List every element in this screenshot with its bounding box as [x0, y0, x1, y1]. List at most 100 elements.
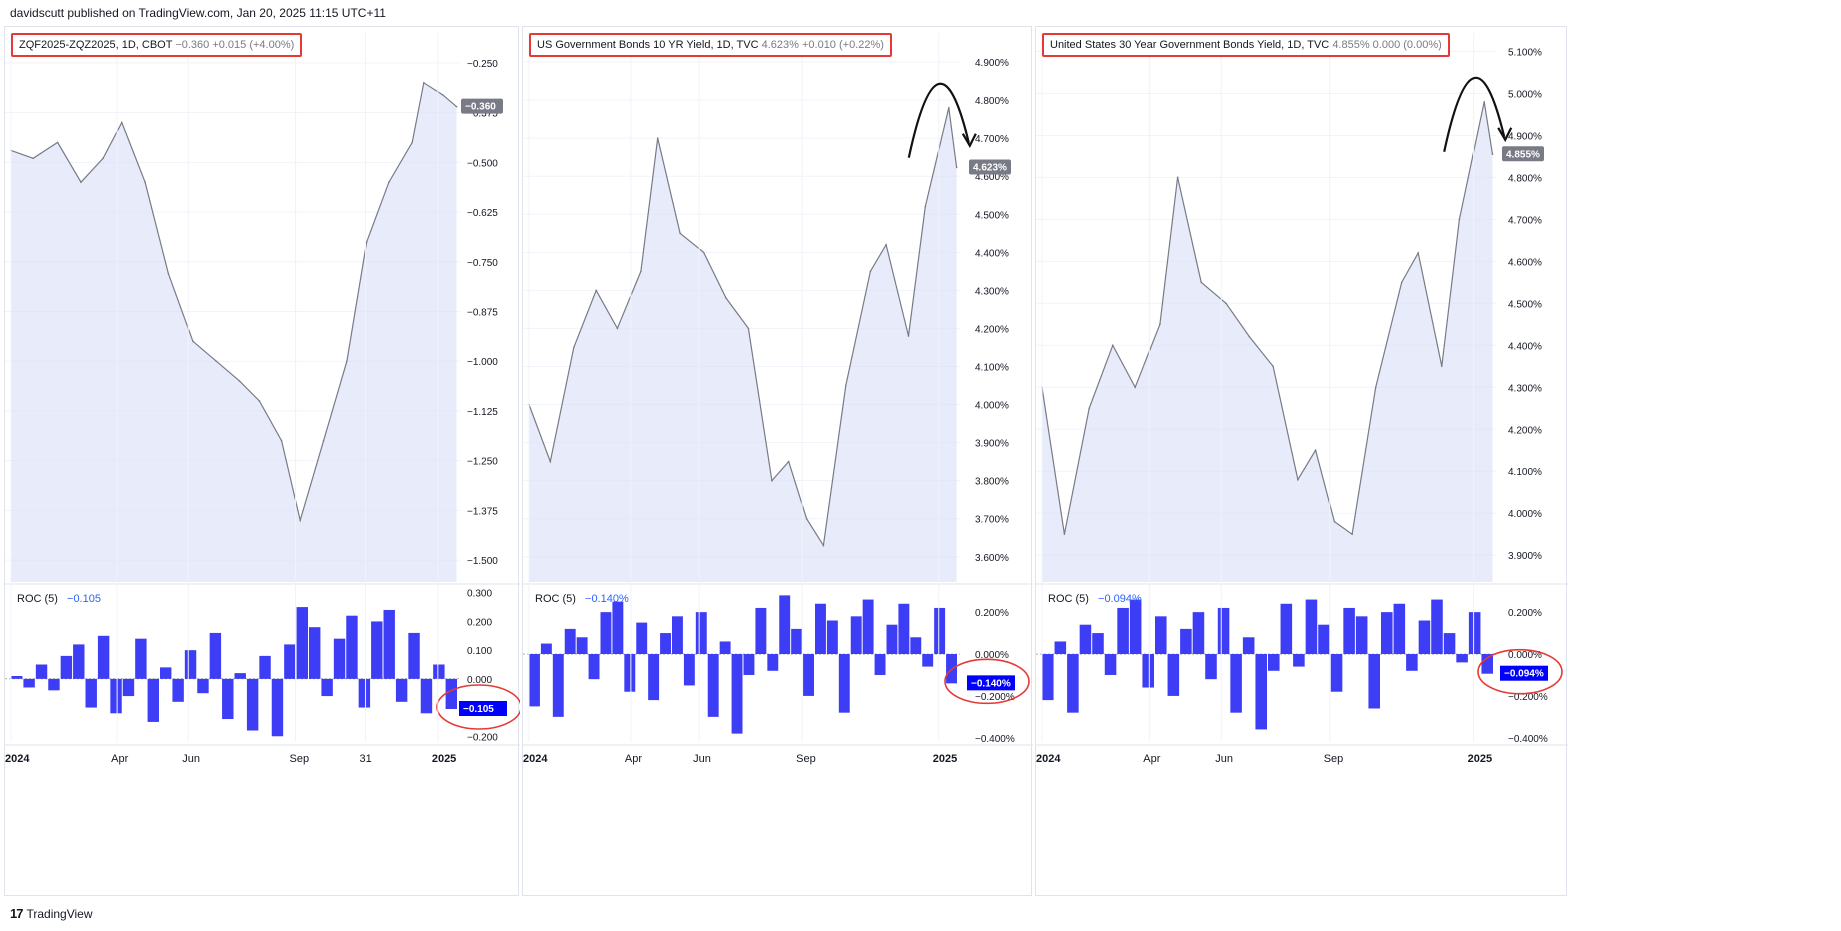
price-point — [656, 137, 659, 139]
roc-bar — [1054, 641, 1067, 655]
price-point — [411, 141, 413, 144]
roc-bar — [184, 650, 197, 679]
y-tick-label: −0.625 — [467, 208, 498, 219]
roc-tick-label: 0.200% — [1508, 608, 1542, 619]
price-point — [907, 335, 910, 337]
roc-bar — [1129, 599, 1142, 655]
roc-legend: ROC (5) −0.094% — [1048, 593, 1142, 605]
price-point — [1400, 281, 1403, 284]
price-point — [885, 243, 887, 246]
roc-bar — [1042, 654, 1054, 701]
symbol-values: 4.623% +0.010 (+0.22%) — [761, 39, 884, 51]
x-tick-label: 2024 — [5, 753, 30, 765]
x-tick-label: 2025 — [933, 753, 957, 765]
roc-bar — [779, 595, 791, 655]
x-tick-label: 2025 — [432, 753, 456, 765]
y-tick-label: 4.700% — [1508, 215, 1542, 226]
price-point — [924, 205, 927, 208]
chart-legend: ZQF2025-ZQZ2025, 1D, CBOT −0.360 +0.015 … — [11, 33, 303, 57]
symbol-title: US Government Bonds 10 YR Yield, 1D, TVC — [537, 39, 759, 51]
peak-arc-annotation — [907, 82, 970, 158]
roc-bar — [433, 664, 445, 679]
y-tick-label: 4.500% — [1508, 299, 1542, 310]
price-point — [80, 181, 82, 184]
y-tick-label: −1.000 — [467, 357, 498, 368]
roc-tick-label: −0.200 — [467, 732, 498, 743]
roc-bar — [767, 654, 779, 671]
price-point — [948, 106, 950, 109]
roc-bar — [1117, 607, 1129, 655]
roc-bar — [910, 637, 922, 655]
roc-bar — [296, 607, 308, 679]
roc-bar — [552, 654, 564, 717]
y-tick-label: 4.600% — [1508, 257, 1542, 268]
x-tick-label: Apr — [111, 753, 128, 765]
chart-panel-2: 4.900% 4.800% 4.700% 4.600% 4.500% 4.400% 4.30… — [522, 26, 1033, 896]
roc-bar — [160, 667, 172, 679]
roc-bar — [358, 678, 371, 708]
roc-bar — [1343, 607, 1355, 655]
price-point — [365, 241, 368, 243]
price-point — [725, 297, 727, 299]
roc-bar — [383, 609, 395, 679]
roc-bar — [540, 643, 552, 655]
roc-last-label — [1500, 665, 1548, 681]
x-tick-label: Apr — [625, 753, 642, 765]
y-tick-label: −1.250 — [467, 457, 498, 468]
price-point — [1088, 407, 1090, 410]
price-point — [1417, 252, 1419, 254]
x-tick-label: 2024 — [523, 753, 548, 765]
price-area — [529, 107, 957, 582]
roc-bar — [23, 678, 35, 688]
roc-bar — [1217, 607, 1230, 655]
price-point — [595, 289, 597, 292]
y-tick-label: −0.875 — [467, 307, 498, 318]
x-tick-label: Jun — [1215, 753, 1233, 765]
roc-bar — [60, 655, 73, 679]
roc-bar — [672, 616, 683, 655]
roc-last-text: −0.105 — [463, 704, 494, 715]
price-point — [1063, 533, 1066, 536]
roc-tick-label: −0.200% — [975, 692, 1015, 703]
roc-bar — [408, 632, 420, 679]
price-point — [1134, 386, 1136, 389]
footer: 17 TradingView — [10, 906, 93, 921]
roc-bar — [1355, 616, 1368, 655]
roc-bar — [1067, 654, 1079, 713]
price-point — [1297, 478, 1299, 481]
price-point — [616, 327, 619, 330]
y-tick-label: 4.900% — [975, 58, 1009, 69]
roc-bar — [1406, 654, 1418, 671]
roc-bar — [886, 624, 898, 655]
price-point — [1314, 449, 1317, 452]
roc-bar — [222, 678, 234, 720]
x-tick-label: Jun — [182, 753, 200, 765]
price-point — [1272, 365, 1274, 368]
roc-bar — [73, 644, 85, 679]
roc-bar — [719, 641, 731, 655]
price-point — [120, 121, 123, 124]
y-tick-label: −0.500 — [467, 158, 498, 169]
roc-bar — [1192, 612, 1205, 655]
last-price-label — [969, 159, 1011, 175]
y-tick-label: 3.800% — [975, 477, 1009, 488]
roc-bar — [683, 654, 695, 686]
roc-bar — [791, 628, 803, 655]
roc-bar — [1443, 633, 1456, 655]
roc-bar — [1092, 633, 1104, 655]
y-tick-label: 3.700% — [975, 515, 1009, 526]
price-point — [640, 270, 642, 273]
roc-bar — [1468, 612, 1481, 655]
roc-tick-label: 0.200% — [975, 608, 1009, 619]
roc-bar — [922, 654, 934, 667]
price-point — [258, 400, 261, 402]
roc-bar — [1079, 624, 1092, 655]
roc-bar — [636, 622, 648, 655]
brand-name: TradingView — [26, 906, 93, 921]
roc-bar — [934, 607, 946, 655]
roc-bar — [420, 678, 433, 714]
y-tick-label: 4.800% — [975, 96, 1009, 107]
roc-bar — [1255, 654, 1267, 730]
chart-svg: 4.900% 4.800% 4.700% 4.600% 4.500% 4.400% 4.30… — [523, 33, 1033, 765]
last-price-label — [1502, 146, 1544, 162]
